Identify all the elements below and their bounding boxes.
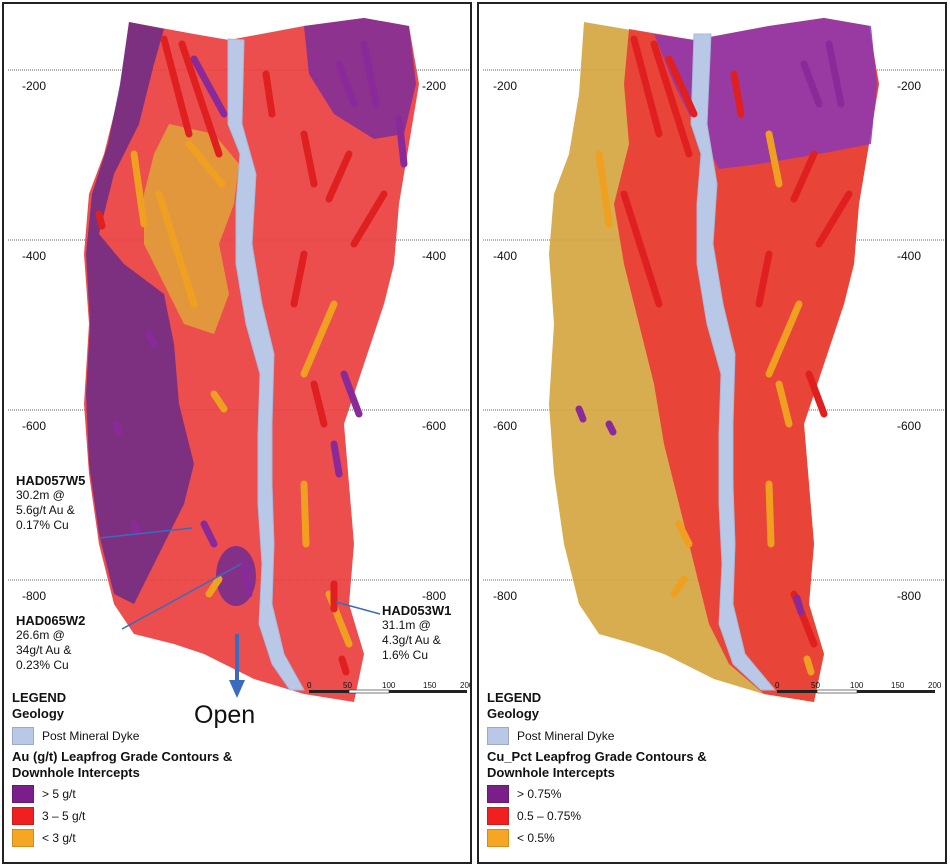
swatch [487, 785, 509, 803]
level-label: -800 [22, 589, 47, 603]
level-label: -600 [493, 419, 518, 433]
legend-grade-heading: Au (g/t) Leapfrog Grade Contours & Downh… [12, 749, 232, 781]
legend-heading-line: Downhole Intercepts [487, 765, 615, 780]
legend-label: Post Mineral Dyke [42, 729, 140, 743]
grade-shell-mid [614, 18, 879, 702]
scale-label: 100 [850, 681, 864, 690]
callout-line: 0.23% Cu [16, 658, 69, 672]
legend-label: > 5 g/t [42, 787, 76, 801]
legend-title: LEGEND [487, 690, 542, 705]
open-arrow-head [229, 680, 245, 698]
legend-label: Post Mineral Dyke [517, 729, 615, 743]
hole-id: HAD057W5 [16, 473, 86, 488]
scale-label: 150 [423, 681, 437, 690]
legend-item-mid: 3 – 5 g/t [12, 807, 232, 825]
scale-label: 50 [343, 681, 352, 690]
swatch [12, 785, 34, 803]
swatch [487, 807, 509, 825]
level-label: -400 [22, 249, 47, 263]
scale-bar [777, 689, 935, 694]
callout-line: 34g/t Au & [16, 643, 72, 657]
scale-label: 0 [307, 681, 312, 690]
level-label: -200 [493, 79, 518, 93]
level-label: -200 [22, 79, 47, 93]
scale-label: 200 [928, 681, 942, 690]
legend-item-dyke: Post Mineral Dyke [12, 727, 232, 745]
legend-label: < 3 g/t [42, 831, 76, 845]
au-section-panel: -200 -200 -400 -400 -600 -600 -800 -800 … [2, 2, 472, 864]
scale-label: 150 [891, 681, 905, 690]
level-label: -400 [422, 249, 447, 263]
level-label: -600 [897, 419, 922, 433]
legend-item-high: > 0.75% [487, 785, 707, 803]
legend-geology: Geology [487, 706, 540, 721]
callout-had053w1: HAD053W1 31.1m @ 4.3g/t Au & 1.6% Cu [382, 603, 451, 663]
downhole-intercepts [95, 35, 408, 676]
level-label: -600 [22, 419, 47, 433]
legend-label: < 0.5% [517, 831, 555, 845]
callout-line: 4.3g/t Au & [382, 633, 441, 647]
swatch [487, 829, 509, 847]
level-label: -800 [422, 589, 447, 603]
swatch [12, 807, 34, 825]
hole-id: HAD065W2 [16, 613, 86, 628]
level-label: -400 [897, 249, 922, 263]
legend-label: 0.5 – 0.75% [517, 809, 582, 823]
au-section-view [8, 18, 470, 702]
callout-had065w2: HAD065W2 26.6m @ 34g/t Au & 0.23% Cu [16, 613, 85, 673]
callout-line: 0.17% Cu [16, 518, 69, 532]
grade-shell-high-north [304, 18, 416, 139]
scale-label: 50 [811, 681, 820, 690]
legend-item-high: > 5 g/t [12, 785, 232, 803]
legend-geology: Geology [12, 706, 65, 721]
downhole-intercepts [575, 35, 853, 676]
post-mineral-dyke [227, 38, 305, 691]
legend-label: > 0.75% [517, 787, 562, 801]
level-label: -400 [493, 249, 518, 263]
callout-line: 31.1m @ [382, 618, 431, 632]
swatch [487, 727, 509, 745]
legend: LEGEND Geology Post Mineral Dyke Cu_Pct … [487, 690, 707, 847]
legend-item-dyke: Post Mineral Dyke [487, 727, 707, 745]
legend: LEGEND Geology Post Mineral Dyke Au (g/t… [12, 690, 232, 847]
legend-item-low: < 3 g/t [12, 829, 232, 847]
swatch [12, 829, 34, 847]
legend-heading-line: Au (g/t) Leapfrog Grade Contours & [12, 749, 233, 764]
callout-arrow [121, 563, 242, 630]
callout-arrow [98, 527, 193, 539]
legend-label: 3 – 5 g/t [42, 809, 86, 823]
callout-line: 30.2m @ [16, 488, 65, 502]
callout-line: 26.6m @ [16, 628, 65, 642]
callout-had057w5: HAD057W5 30.2m @ 5.6g/t Au & 0.17% Cu [16, 473, 85, 533]
swatch [12, 727, 34, 745]
callout-line: 5.6g/t Au & [16, 503, 75, 517]
cu-section-panel: -200 -200 -400 -400 -600 -600 -800 -800 … [477, 2, 947, 864]
scale-label: 200 [460, 681, 470, 690]
post-mineral-dyke [690, 33, 777, 691]
scale-label: 0 [775, 681, 780, 690]
level-label: -800 [493, 589, 518, 603]
grade-shell-high-west [86, 22, 194, 604]
level-label: -600 [422, 419, 447, 433]
legend-title: LEGEND [12, 690, 67, 705]
level-label: -800 [897, 589, 922, 603]
level-label: -200 [897, 79, 922, 93]
hole-id: HAD053W1 [382, 603, 452, 618]
legend-item-low: < 0.5% [487, 829, 707, 847]
scale-label: 100 [382, 681, 396, 690]
open-label: Open [194, 701, 256, 729]
legend-grade-heading: Cu_Pct Leapfrog Grade Contours & Downhol… [487, 749, 707, 781]
legend-heading-line: Cu_Pct Leapfrog Grade Contours & [487, 749, 707, 764]
scale-bar [309, 689, 467, 694]
callout-line: 1.6% Cu [382, 648, 429, 662]
legend-heading-line: Downhole Intercepts [12, 765, 140, 780]
callout-arrow [335, 601, 381, 615]
level-label: -200 [422, 79, 447, 93]
legend-item-mid: 0.5 – 0.75% [487, 807, 707, 825]
cu-section-view [483, 18, 945, 702]
